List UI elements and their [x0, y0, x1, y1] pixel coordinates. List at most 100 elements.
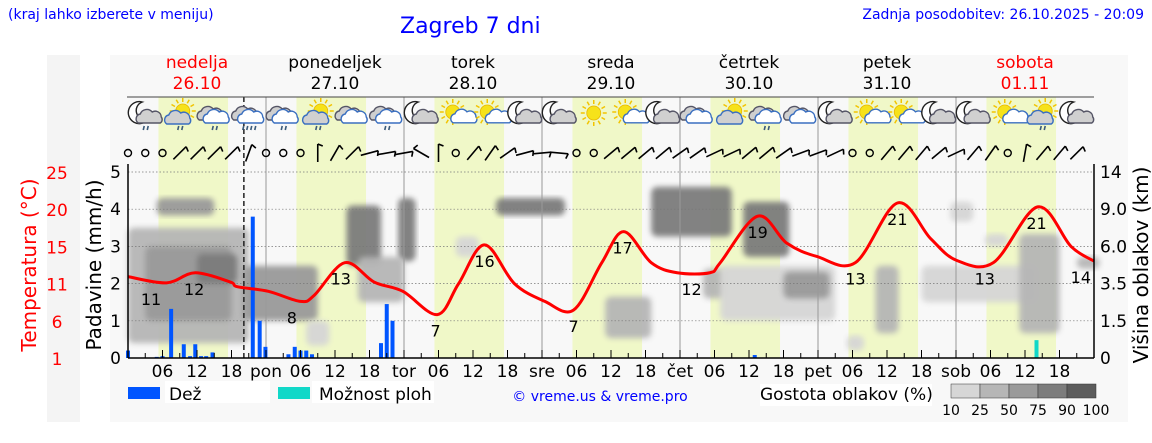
precip-tick-label: 1 [110, 312, 121, 332]
cloud-height-tick-label: 6.0 [1100, 237, 1127, 257]
weather-icon-sun-cloud [715, 98, 748, 125]
axes: 012345161115202501.53.56.09.014Temperatu… [17, 53, 1152, 382]
rain-bar [263, 346, 268, 358]
wind-calm-icon [296, 148, 305, 158]
credit-link[interactable]: © vreme.us & vreme.pro [512, 389, 687, 405]
temperature-label: 21 [1026, 214, 1046, 233]
cloud-icon [928, 108, 957, 124]
showers-legend-label: Možnost ploh [319, 385, 432, 405]
hour-tick-label: 06 [566, 362, 588, 382]
cloud-icon [652, 108, 681, 124]
cloud-icon [202, 108, 230, 124]
rain-bar [390, 320, 395, 358]
day-date: 26.10 [173, 74, 222, 94]
rain-drops-icon [314, 125, 322, 131]
day-name: sreda [587, 53, 634, 73]
wind-calm-icon [848, 148, 857, 158]
rain-bar [193, 344, 198, 358]
chart-title: Zagreb 7 dni [400, 14, 541, 39]
precipitation-bars [126, 216, 1039, 358]
day-date: 29.10 [587, 74, 636, 94]
day-name: četrtek [719, 53, 780, 73]
temperature-label: 11 [141, 290, 161, 309]
day-abbr-tick-label: tor [392, 362, 416, 382]
temperature-tick-label: 1 [52, 350, 63, 370]
hour-tick-label: 12 [186, 362, 208, 382]
hour-tick-label: 18 [773, 362, 795, 382]
showers-legend-swatch [278, 387, 310, 399]
grid [127, 96, 1094, 358]
cloud-cover-area [398, 198, 416, 262]
wind-barb-icon [915, 145, 931, 161]
cloud-icon [135, 108, 163, 124]
cloud-cover-area [743, 201, 790, 257]
day-name: sobota [996, 53, 1054, 73]
day-abbr-tick-label: pet [804, 362, 832, 382]
temperature-label: 19 [747, 223, 767, 242]
legend: Dež Možnost ploh © vreme.us & vreme.pro Gos… [128, 381, 1109, 419]
cloud-icon [788, 108, 817, 124]
cloud-cover-area [358, 256, 404, 303]
day-date: 31.10 [863, 74, 912, 94]
wind-barbs [123, 143, 1086, 163]
wind-barb-icon [484, 145, 500, 161]
day-abbr-tick-label: sre [529, 362, 555, 382]
hour-tick-label: 12 [324, 362, 346, 382]
weather-icon-night-cloud [645, 100, 681, 125]
wind-barb-icon [466, 145, 483, 161]
wind-barb-icon [897, 145, 914, 161]
cloud-density-level-label: 90 [1058, 403, 1076, 419]
wind-barb-icon [880, 145, 897, 161]
wind-barb-icon [1053, 145, 1069, 161]
cloud-height-tick-label: 1.5 [1100, 312, 1127, 332]
temperature-axis-title: Temperatura (°C) [17, 178, 41, 352]
hour-tick-label: 06 [428, 362, 450, 382]
cloud-cover-area [984, 234, 1008, 247]
wind-barb-icon [412, 144, 430, 159]
cloud-icon [963, 108, 991, 124]
hour-tick-label: 06 [704, 362, 726, 382]
cloud-cover-area [306, 320, 330, 346]
wind-calm-icon [572, 148, 581, 158]
cloud-icon [236, 108, 265, 124]
wind-barb-icon [655, 146, 673, 160]
hour-tick-label: 18 [359, 362, 381, 382]
rain-bar [199, 356, 204, 358]
hour-tick-label: 12 [1014, 362, 1036, 382]
weather-icon-cloud-rain-heavy [230, 105, 265, 131]
wind-barb-icon [775, 147, 793, 159]
cloud-height-axis-title: Višina oblakov (km) [1129, 167, 1152, 364]
precip-tick-label: 2 [110, 275, 121, 295]
hour-tick-label: 18 [635, 362, 657, 382]
temperature-label: 8 [287, 308, 297, 327]
rain-drops-icon [1039, 125, 1047, 131]
rain-drops-icon [241, 125, 257, 131]
rain-legend-label: Dež [169, 385, 202, 405]
precip-tick-label: 4 [110, 200, 121, 220]
cloud-icon [411, 108, 439, 124]
cloud-icon [271, 108, 299, 124]
cloud-cover-area [156, 198, 215, 216]
hour-tick-label: 06 [290, 362, 312, 382]
temperature-tick-label: 6 [52, 313, 63, 333]
cloud-height-tick-label: 3.5 [1100, 275, 1127, 295]
wind-barb-icon [172, 146, 189, 160]
precip-tick-label: 3 [110, 237, 121, 257]
rain-bar [257, 320, 262, 358]
day-abbr-tick-label: sob [941, 362, 971, 382]
weather-icon-sun-cloud-rain [1026, 98, 1059, 131]
wind-barb-icon [947, 148, 966, 158]
hour-tick-label: 06 [152, 362, 174, 382]
hour-tick-label: 06 [980, 362, 1002, 382]
daylight-bands [158, 97, 1057, 358]
wind-barb-icon [966, 145, 983, 161]
wind-barb-icon [809, 149, 828, 157]
rain-bar [204, 356, 209, 358]
cloud-icon [715, 109, 744, 125]
cloud-icon [1026, 109, 1054, 125]
hour-tick-label: 06 [842, 362, 864, 382]
wind-barb-icon [620, 146, 638, 160]
day-date: 28.10 [449, 74, 498, 94]
wind-calm-icon [589, 148, 598, 158]
